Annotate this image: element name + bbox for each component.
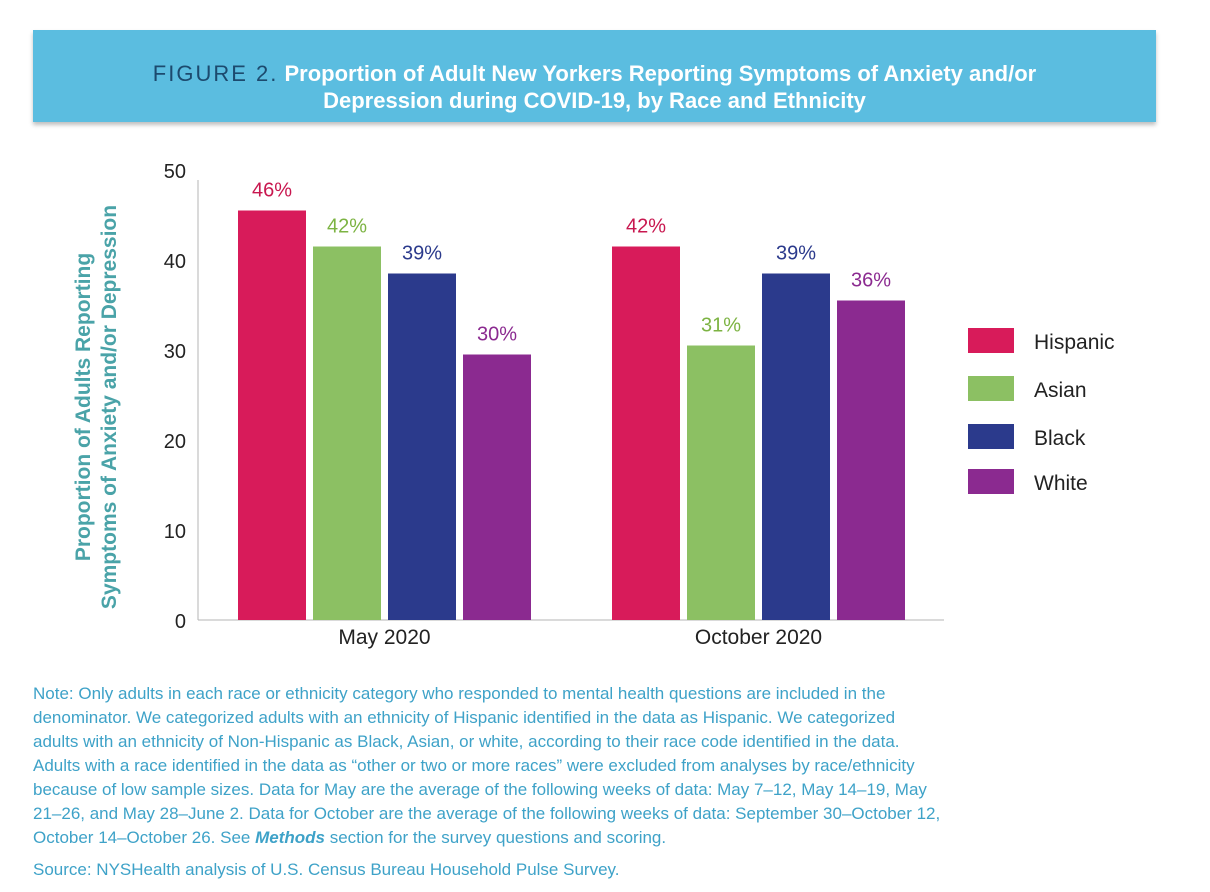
legend-swatch-asian	[968, 376, 1014, 401]
data-label: 39%	[402, 243, 442, 265]
x-tick-label: October 2020	[695, 626, 822, 649]
bar-asian-may	[313, 246, 381, 620]
bar-hispanic-may	[238, 210, 306, 620]
note-text: section for the survey questions and sco…	[324, 828, 667, 847]
y-tick-label: 10	[164, 521, 186, 543]
y-tick-label: 20	[164, 431, 186, 453]
note-line: 21–26, and May 28–June 2. Data for Octob…	[33, 804, 941, 823]
data-label: 42%	[626, 216, 666, 238]
y-axis-label: Symptoms of Anxiety and/or Depression	[98, 205, 121, 609]
chart-note: Note: Only adults in each race or ethnic…	[33, 682, 1193, 850]
figure-title-line-2: Depression during COVID-19, by Race and …	[323, 88, 866, 113]
x-tick-label: May 2020	[338, 626, 430, 649]
note-line: denominator. We categorized adults with …	[33, 708, 896, 727]
source-line: Source: NYSHealth analysis of U.S. Censu…	[33, 860, 620, 879]
y-tick-label: 40	[164, 251, 186, 273]
note-line: adults with an ethnicity of Non-Hispanic…	[33, 732, 900, 751]
legend-label: White	[1034, 472, 1088, 495]
data-label: 39%	[776, 243, 816, 265]
data-label: 42%	[327, 216, 367, 238]
figure-label: FIGURE 2.	[152, 61, 279, 86]
bar-black-october	[762, 273, 830, 620]
y-tick-label: 0	[175, 611, 186, 633]
bar-chart: 0 10 20 30 40 50 Proportion of Adults Reportin…	[72, 161, 1115, 649]
methods-link[interactable]: Methods	[255, 828, 325, 847]
bar-asian-october	[687, 345, 755, 620]
bar-white-may	[463, 354, 531, 620]
legend-swatch-black	[968, 424, 1014, 449]
y-tick-label: 50	[164, 161, 186, 183]
legend-swatch-white	[968, 469, 1014, 494]
figure-title-line-1: FIGURE 2. Proportion of Adult New Yorker…	[33, 60, 1156, 87]
note-line: October 14–October 26. See Methods secti…	[33, 826, 1193, 850]
legend-label: Hispanic	[1034, 331, 1115, 354]
figure-title-text-1: Proportion of Adult New Yorkers Reportin…	[284, 61, 1037, 86]
legend-label: Asian	[1034, 379, 1087, 402]
data-label: 31%	[701, 315, 741, 337]
data-label: 30%	[477, 324, 517, 346]
bar-black-may	[388, 273, 456, 620]
legend-swatch-hispanic	[968, 328, 1014, 353]
bar-white-october	[837, 300, 905, 620]
data-label: 36%	[851, 270, 891, 292]
y-tick-label: 30	[164, 341, 186, 363]
figure-title: FIGURE 2. Proportion of Adult New Yorker…	[33, 60, 1156, 114]
figure-title-banner: FIGURE 2. Proportion of Adult New Yorker…	[33, 30, 1156, 122]
legend-label: Black	[1034, 427, 1086, 450]
note-line: Adults with a race identified in the dat…	[33, 756, 915, 775]
y-axis-label: Proportion of Adults Reporting	[72, 253, 95, 561]
note-text: October 14–October 26. See	[33, 828, 256, 847]
bar-hispanic-october	[612, 246, 680, 620]
note-line: Note: Only adults in each race or ethnic…	[33, 684, 886, 703]
note-line: because of low sample sizes. Data for Ma…	[33, 780, 927, 799]
data-label: 46%	[252, 180, 292, 202]
